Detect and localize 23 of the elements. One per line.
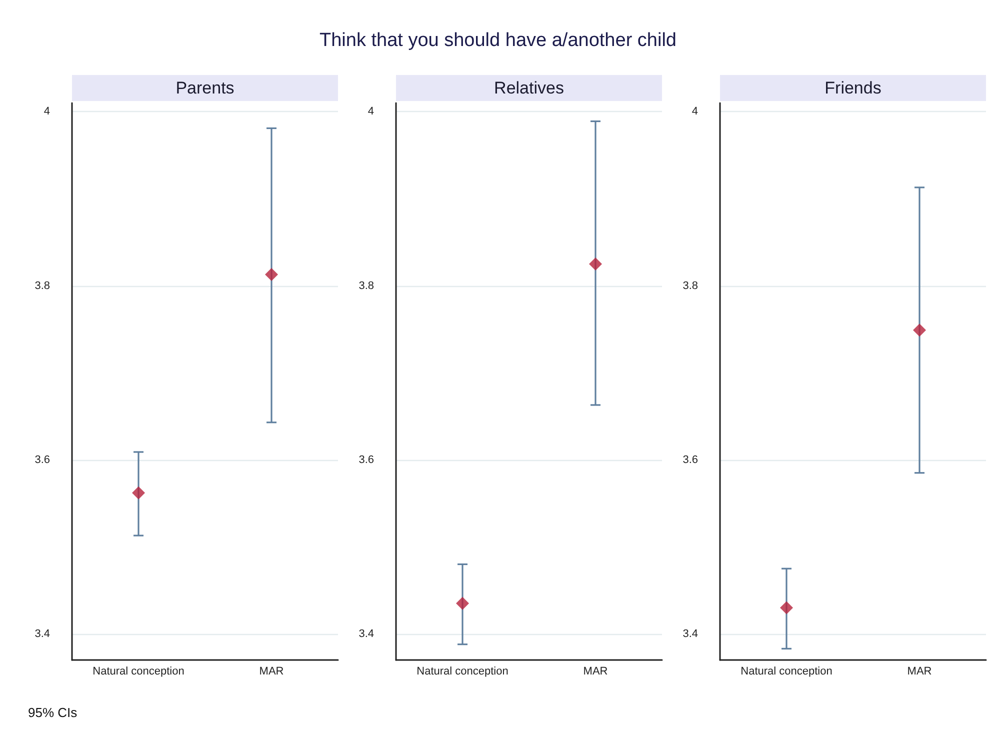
y-tick-label: 4 <box>44 106 50 118</box>
x-tick-label: MAR <box>907 666 932 678</box>
chart-title: Friends <box>824 78 882 98</box>
x-tick-label: Natural conception <box>416 666 508 678</box>
y-tick-label: 3.4 <box>34 628 50 640</box>
chart-title: Relatives <box>494 78 564 98</box>
y-tick-label: 3.4 <box>358 628 374 640</box>
y-tick-label: 3.4 <box>682 628 698 640</box>
y-tick-label: 3.8 <box>34 280 50 292</box>
y-tick-label: 3.6 <box>682 454 698 466</box>
y-tick-label: 4 <box>692 106 698 118</box>
x-tick-label: Natural conception <box>740 666 832 678</box>
text: Think that you should have a/another child <box>318 30 678 52</box>
y-tick-label: 3.8 <box>358 280 374 292</box>
x-tick-label: MAR <box>583 666 608 678</box>
y-tick-label: 3.8 <box>682 280 698 292</box>
y-tick-label: 4 <box>368 106 374 118</box>
y-tick-label: 3.6 <box>358 454 374 466</box>
x-tick-label: Natural conception <box>92 666 184 678</box>
text: 95% CIs <box>28 705 78 720</box>
x-tick-label: MAR <box>259 666 284 678</box>
chart-title: Parents <box>176 78 234 98</box>
y-tick-label: 3.6 <box>34 454 50 466</box>
